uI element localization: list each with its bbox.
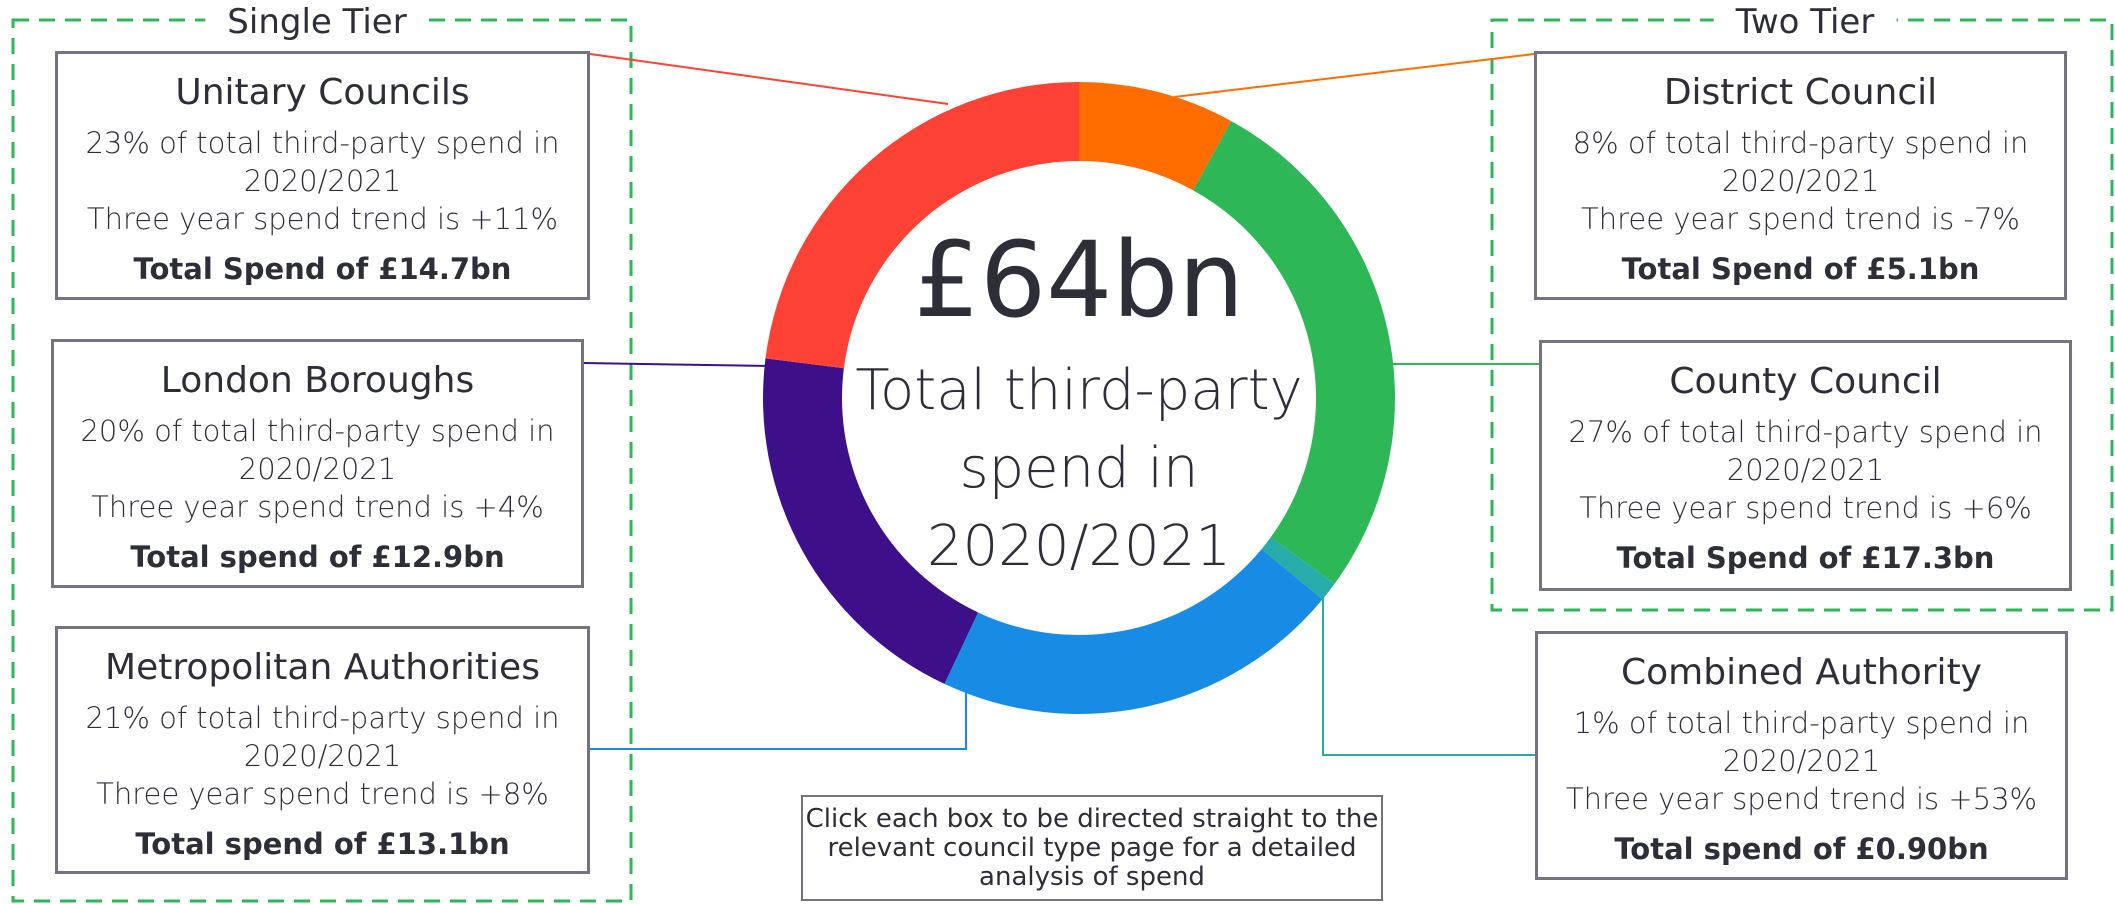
- trend-label: Three year spend trend is +8%: [96, 777, 549, 811]
- box-title: Combined Authority: [1621, 652, 1982, 693]
- share-label: 21% of total third-party spend in 2020/2…: [85, 701, 560, 773]
- council-box[interactable]: District Council 8% of total third-party …: [1534, 51, 2067, 300]
- leader-line: [589, 53, 949, 105]
- trend-label: Three year spend trend is +4%: [91, 490, 544, 524]
- box-title: Unitary Councils: [175, 72, 470, 113]
- group-label: Single Tier: [205, 2, 429, 42]
- leader-line: [1173, 53, 1535, 98]
- box-title: London Boroughs: [160, 360, 475, 401]
- total-label: Total spend of £0.90bn: [1614, 832, 1989, 866]
- box-title: County Council: [1669, 361, 1942, 402]
- two-tier-frame: [1490, 18, 2114, 612]
- trend-label: Three year spend trend is +11%: [86, 202, 559, 236]
- leader-line: [1322, 594, 1535, 756]
- share-label: 1% of total third-party spend in 2020/20…: [1573, 706, 2030, 778]
- trend-label: Three year spend trend is -7%: [1581, 202, 2020, 236]
- leader-line: [590, 691, 967, 750]
- council-box[interactable]: Metropolitan Authorities 21% of total thi…: [55, 626, 590, 874]
- total-label: Total spend of £12.9bn: [130, 540, 505, 574]
- box-title: Metropolitan Authorities: [105, 647, 540, 688]
- donut-segment: [1261, 537, 1335, 600]
- share-label: 27% of total third-party spend in 2020/2…: [1568, 415, 2043, 487]
- center-value: £64bn: [913, 219, 1245, 341]
- center-text: Total third-party spend in 2020/2021: [855, 358, 1303, 579]
- group-label: Two Tier: [1713, 2, 1897, 42]
- share-label: 23% of total third-party spend in 2020/2…: [85, 126, 560, 198]
- donut-segment: [763, 358, 979, 684]
- donut-segment: [765, 82, 1079, 369]
- share-label: 8% of total third-party spend in 2020/20…: [1572, 126, 2029, 198]
- council-box[interactable]: County Council 27% of total third-party s…: [1539, 340, 2072, 591]
- donut-segment: [944, 549, 1323, 714]
- donut-segment: [1079, 82, 1232, 191]
- council-box[interactable]: London Boroughs 20% of total third-party …: [51, 339, 584, 588]
- total-label: Total Spend of £14.7bn: [133, 252, 512, 286]
- council-box[interactable]: Unitary Councils 23% of total third-party…: [55, 51, 590, 300]
- total-label: Total Spend of £17.3bn: [1616, 541, 1995, 575]
- council-box[interactable]: Combined Authority 1% of total third-part…: [1535, 631, 2068, 880]
- total-label: Total spend of £13.1bn: [135, 827, 510, 861]
- trend-label: Three year spend trend is +53%: [1565, 782, 2038, 816]
- note: Click each box to be directed straight t…: [801, 795, 1383, 901]
- share-label: 20% of total third-party spend in 2020/2…: [80, 414, 555, 486]
- box-title: District Council: [1663, 72, 1938, 113]
- total-label: Total Spend of £5.1bn: [1621, 252, 1980, 286]
- donut-segment: [1193, 121, 1395, 584]
- leader-line: [583, 362, 770, 367]
- single-tier-frame: [11, 18, 633, 903]
- trend-label: Three year spend trend is +6%: [1579, 491, 2032, 525]
